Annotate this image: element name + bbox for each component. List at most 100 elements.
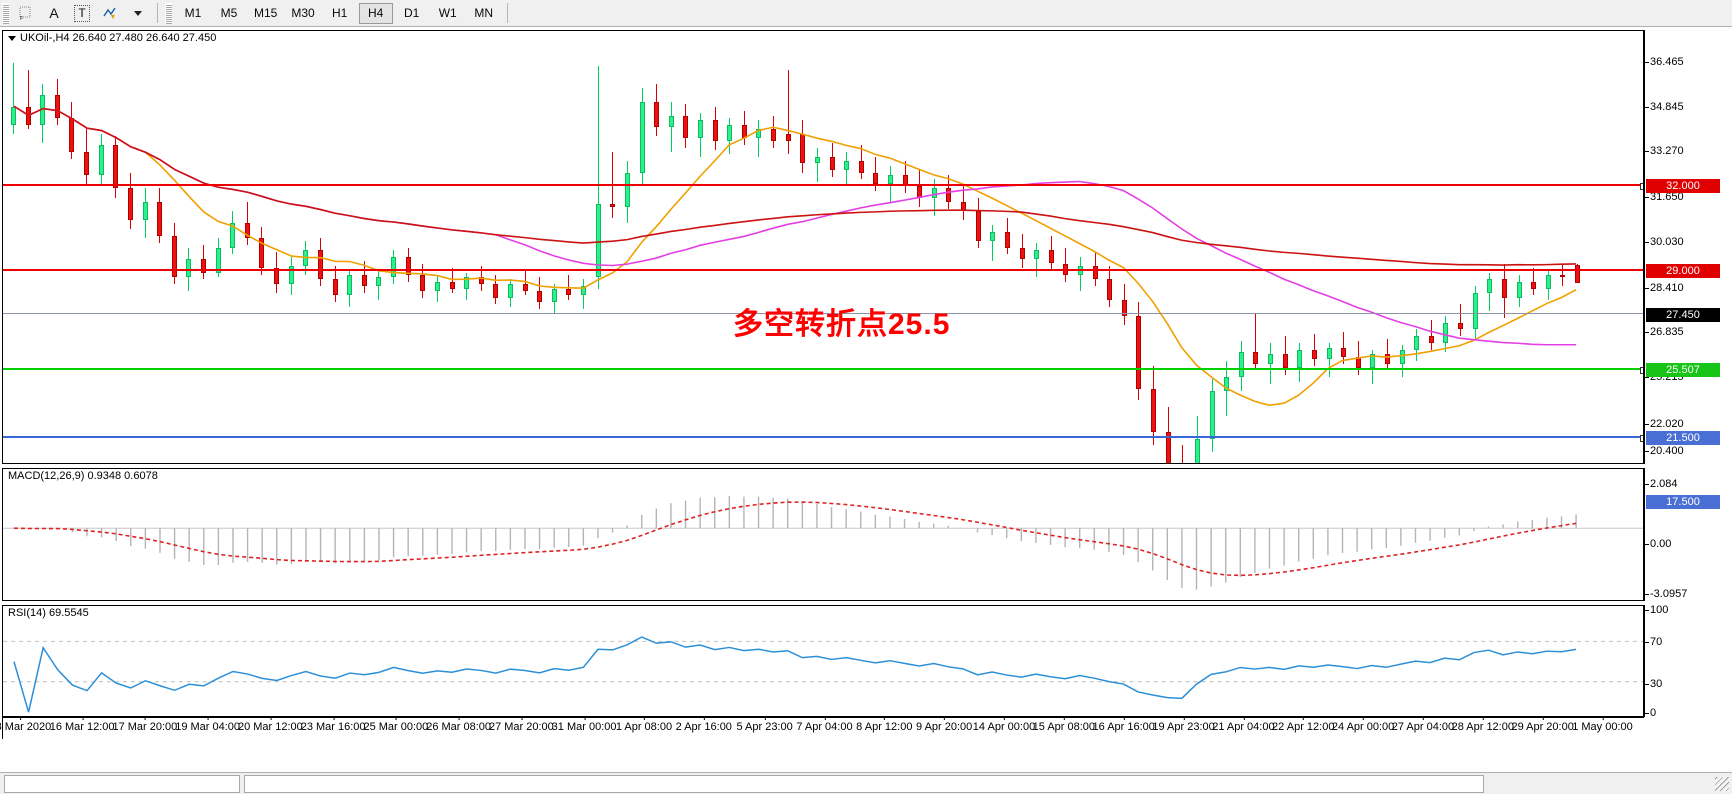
status-cell-left bbox=[4, 774, 240, 793]
candle bbox=[654, 31, 660, 463]
candle-body bbox=[624, 172, 630, 207]
timeframe-m5[interactable]: M5 bbox=[220, 6, 238, 20]
candle-body bbox=[54, 95, 60, 118]
candle bbox=[873, 31, 879, 463]
candle-body bbox=[1063, 263, 1069, 275]
candle bbox=[712, 31, 719, 463]
rsi-indicator-pane[interactable]: RSI(14) 69.5545 bbox=[2, 605, 1644, 717]
candle-body bbox=[332, 279, 338, 296]
candle bbox=[829, 31, 836, 463]
level-line-21.500[interactable] bbox=[3, 435, 1643, 443]
timeframe-mn[interactable]: MN bbox=[474, 6, 494, 20]
time-axis-label: 14 Apr 00:00 bbox=[972, 716, 1036, 733]
candle bbox=[464, 31, 470, 463]
candle bbox=[1443, 31, 1449, 463]
timeframe-drag-handle[interactable] bbox=[165, 2, 172, 24]
time-axis-label: 17 Mar 20:00 bbox=[112, 716, 178, 733]
price-level-tag-27.450[interactable]: 27.450 bbox=[1646, 308, 1720, 323]
timeframe-h4[interactable]: H4 bbox=[358, 2, 393, 24]
level-line-32.000[interactable] bbox=[3, 183, 1643, 191]
candle bbox=[975, 31, 982, 463]
candle-wick bbox=[670, 102, 672, 153]
candle-wick bbox=[1255, 313, 1257, 371]
candle bbox=[683, 31, 689, 463]
level-line-27.450[interactable] bbox=[3, 313, 1643, 315]
candle bbox=[391, 31, 397, 463]
candle bbox=[785, 31, 792, 463]
candle bbox=[244, 31, 251, 463]
time-axis-label: 31 Mar 00:00 bbox=[551, 716, 617, 733]
candle-body bbox=[668, 115, 674, 128]
candle-wick bbox=[758, 120, 760, 157]
price-overlay-lines bbox=[13, 105, 1577, 407]
price-tick: 34.845 bbox=[1645, 101, 1684, 114]
candle bbox=[888, 31, 894, 463]
candle bbox=[449, 31, 456, 463]
candle bbox=[1107, 31, 1113, 463]
candle-body bbox=[551, 288, 557, 303]
price-chart-pane[interactable]: UKOil-,H4 26.640 27.480 26.640 27.450 多空… bbox=[2, 30, 1644, 464]
candle bbox=[551, 31, 558, 463]
candle-body bbox=[127, 188, 133, 221]
price-level-tag-17.500[interactable]: 17.500 bbox=[1646, 495, 1720, 510]
candle-body bbox=[697, 120, 703, 139]
time-axis-label: 24 Apr 00:00 bbox=[1331, 716, 1395, 733]
level-handle[interactable] bbox=[1640, 183, 1643, 191]
level-line-29.000[interactable] bbox=[3, 269, 1643, 272]
toolbar-divider-end bbox=[506, 3, 508, 23]
level-line-25.507[interactable] bbox=[3, 367, 1643, 375]
candle-body bbox=[1253, 352, 1259, 364]
candle bbox=[507, 31, 514, 463]
candle bbox=[858, 31, 865, 463]
candle-body bbox=[230, 222, 236, 248]
text-label-icon[interactable]: T bbox=[69, 2, 95, 24]
candle-wick bbox=[27, 70, 29, 130]
candle bbox=[1516, 31, 1523, 463]
level-handle[interactable] bbox=[1640, 435, 1643, 443]
time-axis-label: 27 Mar 20:00 bbox=[488, 716, 554, 733]
candle-wick bbox=[1036, 243, 1038, 278]
text-tool-icon[interactable]: A bbox=[49, 5, 59, 21]
candle-body bbox=[1560, 274, 1566, 278]
timeframe-m1[interactable]: M1 bbox=[184, 6, 202, 20]
symbol-dropdown-icon[interactable] bbox=[8, 35, 16, 41]
candle-body bbox=[1384, 354, 1390, 364]
price-tick: 20.400 bbox=[1645, 444, 1684, 457]
candle bbox=[1414, 31, 1420, 463]
macd-tick: 2.084 bbox=[1645, 477, 1678, 490]
candle-body bbox=[1151, 388, 1157, 432]
time-axis-label: 13 Mar 2020 bbox=[0, 716, 51, 733]
level-handle[interactable] bbox=[1640, 367, 1643, 375]
candle bbox=[1341, 31, 1347, 463]
price-axis-scale[interactable]: 36.465 34.845 33.270 31.650 30.030 28.410 26.8… bbox=[1644, 30, 1732, 542]
candle-body bbox=[1004, 231, 1010, 248]
candle-body bbox=[1370, 354, 1376, 369]
candle bbox=[931, 31, 938, 463]
candle-body bbox=[771, 129, 777, 141]
candle-body bbox=[142, 202, 148, 221]
candle-body bbox=[507, 283, 513, 298]
price-level-tag-29.000[interactable]: 29.000 bbox=[1646, 264, 1720, 279]
dropdown-arrow-icon[interactable] bbox=[125, 2, 151, 24]
toolbar-drag-handle[interactable] bbox=[2, 2, 9, 24]
macd-indicator-pane[interactable]: MACD(12,26,9) 0.9348 0.6078 bbox=[2, 468, 1644, 601]
timeframe-h1[interactable]: H1 bbox=[332, 6, 348, 20]
timeframe-m30[interactable]: M30 bbox=[291, 6, 315, 20]
time-axis-label: 23 Mar 16:00 bbox=[300, 716, 366, 733]
timeframe-m15[interactable]: M15 bbox=[254, 6, 278, 20]
crosshair-icon[interactable]: F bbox=[13, 2, 39, 24]
candle-body bbox=[1443, 322, 1449, 344]
price-level-tag-32.000[interactable]: 32.000 bbox=[1646, 179, 1720, 194]
resize-grip-icon[interactable] bbox=[1715, 776, 1729, 791]
candle-body bbox=[244, 222, 250, 239]
timeframe-d1[interactable]: D1 bbox=[404, 6, 420, 20]
candle-body bbox=[347, 274, 353, 296]
candle bbox=[1048, 31, 1055, 463]
candle bbox=[376, 31, 382, 463]
price-level-tag-21.500[interactable]: 21.500 bbox=[1646, 431, 1720, 446]
candle-body bbox=[683, 115, 689, 139]
candle-body bbox=[1545, 274, 1551, 289]
objects-icon[interactable] bbox=[97, 2, 123, 24]
timeframe-w1[interactable]: W1 bbox=[438, 6, 457, 20]
price-level-tag-25.507[interactable]: 25.507 bbox=[1646, 363, 1720, 378]
